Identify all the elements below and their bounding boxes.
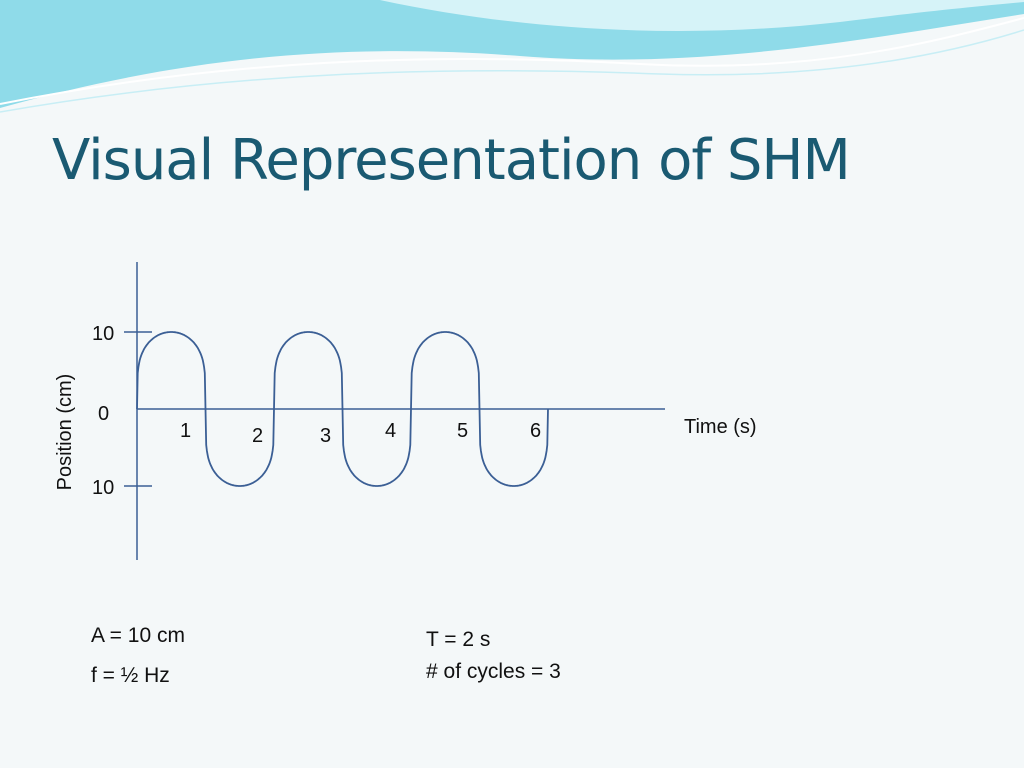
x-tick-label: 5 [457, 420, 468, 442]
x-tick-label: 1 [180, 420, 191, 442]
y-tick-label: 0 [98, 403, 109, 425]
x-tick-label: 3 [320, 425, 331, 447]
position-wave [136, 331, 549, 487]
x-tick-label: 2 [252, 425, 263, 447]
y-tick-label: 10 [92, 323, 114, 345]
frequency-note: f = ½ Hz [91, 664, 170, 687]
x-tick-label: 4 [385, 420, 396, 442]
period-note: T = 2 s [426, 628, 491, 651]
y-axis-label: Position (cm) [54, 374, 76, 491]
y-tick-label: 10 [92, 477, 114, 499]
slide-title: Visual Representation of SHM [52, 128, 851, 193]
amplitude-note: A = 10 cm [91, 624, 185, 647]
header-wave-line [0, 29, 1024, 113]
cycles-note: # of cycles = 3 [426, 660, 561, 683]
x-axis-label: Time (s) [684, 416, 757, 438]
header-wave-highlight [380, 0, 1024, 31]
header-wave-line [0, 17, 1024, 105]
header-wave-decoration [0, 0, 1024, 113]
x-tick-label: 6 [530, 420, 541, 442]
